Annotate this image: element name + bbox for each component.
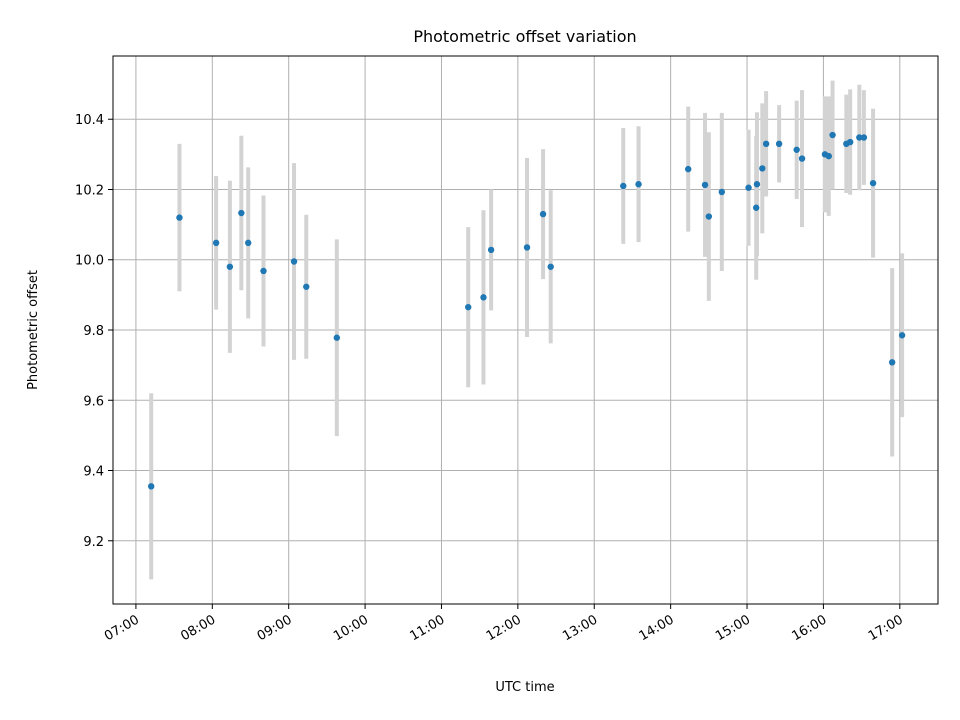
- x-axis-label: UTC time: [495, 680, 554, 695]
- data-point: [635, 181, 642, 188]
- data-point: [523, 244, 531, 251]
- data-point: [212, 239, 220, 247]
- data-point: [888, 359, 896, 366]
- data-point: [856, 134, 863, 141]
- data-point: [829, 131, 836, 139]
- data-point: [238, 209, 245, 217]
- data-point: [759, 165, 766, 172]
- data-point: [176, 214, 183, 221]
- data-point: [846, 138, 854, 146]
- data-point: [685, 165, 692, 173]
- x-tick-label: 16:00: [789, 612, 829, 644]
- data-point: [745, 184, 752, 191]
- x-tick-label: 09:00: [255, 612, 295, 644]
- data-points: [147, 131, 906, 490]
- data-point: [465, 303, 472, 311]
- y-tick-label: 10.2: [75, 183, 104, 198]
- data-point: [245, 239, 252, 247]
- data-point: [487, 246, 495, 254]
- y-tick-label: 10.0: [75, 254, 104, 269]
- data-point: [775, 140, 783, 148]
- x-tick-label: 17:00: [866, 612, 906, 644]
- data-point: [547, 263, 554, 270]
- y-tick-label: 9.2: [83, 535, 104, 550]
- chart-title: Photometric offset variation: [413, 27, 636, 46]
- x-tick-label: 14:00: [637, 612, 677, 644]
- y-tick-label: 9.6: [83, 394, 104, 409]
- x-tick-label: 07:00: [102, 612, 142, 644]
- data-point: [303, 283, 310, 290]
- x-tick-label: 15:00: [713, 612, 753, 644]
- data-point: [793, 146, 800, 153]
- data-point: [718, 188, 726, 196]
- data-point: [290, 258, 298, 265]
- data-point: [539, 210, 547, 218]
- y-tick-label: 9.4: [83, 465, 104, 480]
- data-point: [869, 179, 877, 187]
- data-point: [480, 294, 487, 301]
- data-point: [620, 182, 627, 190]
- data-point: [798, 155, 806, 162]
- data-point: [753, 181, 761, 188]
- x-tick-label: 08:00: [178, 612, 218, 644]
- data-point: [333, 334, 341, 341]
- y-axis-label: Photometric offset: [26, 270, 41, 390]
- data-point: [701, 181, 709, 189]
- data-point: [825, 152, 832, 160]
- data-point: [705, 213, 713, 220]
- y-tick-label: 10.4: [75, 113, 104, 128]
- y-tick-label: 9.8: [83, 324, 104, 339]
- x-tick-label: 13:00: [560, 612, 600, 644]
- data-point: [898, 332, 906, 339]
- data-point: [762, 140, 770, 148]
- data-point: [752, 204, 760, 211]
- x-tick-label: 10:00: [331, 612, 371, 644]
- data-point: [226, 263, 234, 270]
- data-point: [147, 483, 155, 490]
- x-tick-label: 11:00: [408, 612, 448, 644]
- data-point: [260, 267, 267, 275]
- x-tick-label: 12:00: [484, 612, 524, 644]
- data-point: [860, 134, 868, 141]
